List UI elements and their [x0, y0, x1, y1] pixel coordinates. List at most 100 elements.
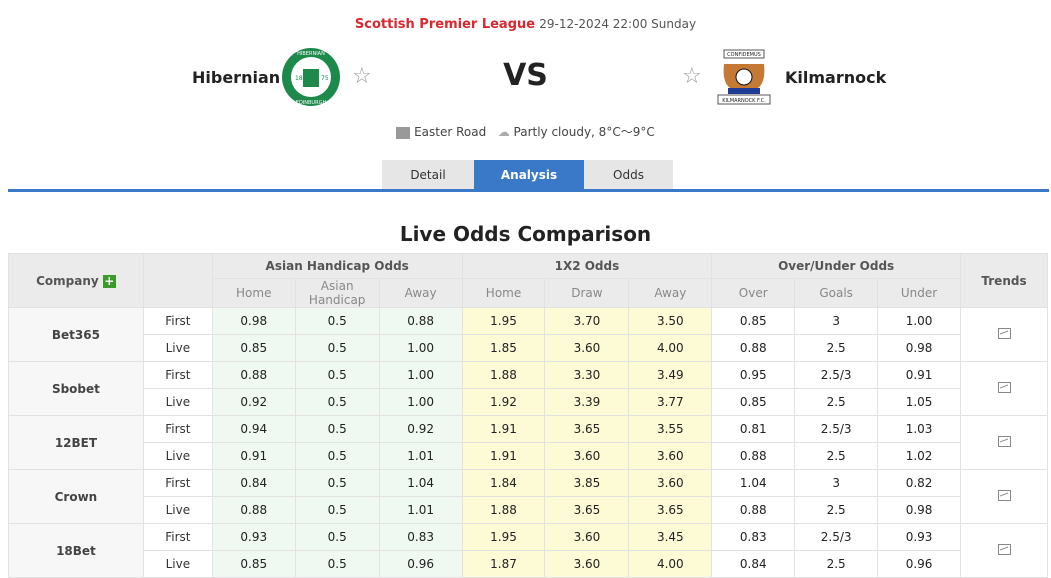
odds-cell: 3.65 — [628, 496, 713, 524]
table-row: Live 0.85 0.5 0.96 1.87 3.60 4.00 0.84 2.5 0.96 — [9, 550, 1048, 578]
odds-cell: 1.84 — [461, 469, 546, 497]
odds-cell: 3.77 — [628, 388, 713, 416]
table-row: Sbobet First 0.88 0.5 1.00 1.88 3.30 3.49 0.95 2.… — [8, 361, 1048, 416]
odds-cell: 2.5/3 — [794, 415, 879, 443]
odds-cell: 1.95 — [461, 523, 546, 551]
subheader: Draw — [544, 278, 630, 308]
odds-cell: 0.82 — [877, 469, 961, 497]
table-row: 18Bet First 0.93 0.5 0.83 1.95 3.60 3.45 0.83 2.5… — [8, 523, 1048, 578]
odds-cell: 0.85 — [711, 307, 796, 335]
home-team-name[interactable]: Hibernian — [192, 68, 281, 87]
table-row: 12BET First 0.94 0.5 0.92 1.91 3.65 3.55 0.81 2.5… — [8, 415, 1048, 470]
tab-detail[interactable]: Detail — [382, 160, 474, 190]
odds-cell: 3.70 — [544, 307, 630, 335]
company-name[interactable]: Sbobet — [8, 361, 144, 416]
odds-cell: 1.01 — [378, 496, 463, 524]
odds-cell: 0.88 — [211, 361, 296, 389]
company-name[interactable]: Crown — [8, 469, 144, 524]
odds-cell: 0.88 — [711, 442, 796, 470]
odds-cell: 3.60 — [628, 442, 713, 470]
table-row: Crown First 0.84 0.5 1.04 1.84 3.85 3.60 1.04 3 0.… — [8, 469, 1048, 524]
kilmarnock-badge-logo: CONFIDEMUS KILMARNOCK F.C. — [717, 49, 771, 105]
odds-cell: 1.05 — [877, 388, 961, 416]
odds-cell: 1.04 — [711, 469, 796, 497]
odds-cell: 2.5/3 — [794, 523, 879, 551]
odds-cell: 0.98 — [877, 334, 961, 362]
odds-cell: 1.88 — [461, 496, 546, 524]
odds-cell: 0.5 — [294, 523, 380, 551]
home-badge-top-text: HIBERNIAN — [297, 51, 325, 57]
odds-cell: 3 — [794, 469, 879, 497]
odds-type: First — [142, 415, 213, 443]
odds-type: Live — [142, 388, 213, 416]
odds-cell: 0.85 — [211, 334, 296, 362]
odds-cell: 0.92 — [378, 415, 463, 443]
odds-type: First — [142, 523, 213, 551]
company-name[interactable]: Bet365 — [8, 307, 144, 362]
trend-chart-icon[interactable] — [997, 489, 1011, 501]
tab-odds[interactable]: Odds — [584, 160, 673, 190]
odds-cell: 3.60 — [544, 550, 630, 578]
odds-cell: 1.91 — [461, 415, 546, 443]
league-name[interactable]: Scottish Premier League — [354, 17, 536, 32]
odds-cell: 0.83 — [711, 523, 796, 551]
odds-type: Live — [142, 496, 213, 524]
odds-cell: 4.00 — [628, 550, 713, 578]
odds-cell: 1.00 — [378, 388, 463, 416]
trend-chart-icon[interactable] — [997, 543, 1011, 555]
odds-cell: 0.5 — [294, 361, 380, 389]
odds-cell: 1.01 — [378, 442, 463, 470]
odds-type: First — [142, 469, 213, 497]
tab-bar: Detail Analysis Odds — [382, 160, 673, 190]
odds-cell: 3.65 — [544, 415, 630, 443]
favorite-home-star-icon[interactable]: ☆ — [352, 64, 372, 89]
odds-cell: 1.00 — [378, 361, 463, 389]
trend-chart-icon[interactable] — [997, 435, 1011, 447]
odds-cell: 0.96 — [378, 550, 463, 578]
odds-cell: 1.02 — [877, 442, 961, 470]
odds-cell: 2.5 — [794, 550, 879, 578]
odds-cell: 0.98 — [211, 307, 296, 335]
subheader: Under — [877, 278, 961, 308]
odds-cell: 1.00 — [378, 334, 463, 362]
away-badge-bottom-text: KILMARNOCK F.C. — [722, 98, 766, 104]
odds-cell: 1.03 — [877, 415, 961, 443]
company-name[interactable]: 12BET — [8, 415, 144, 470]
odds-cell: 0.91 — [877, 361, 961, 389]
odds-cell: 1.04 — [378, 469, 463, 497]
trend-chart-icon[interactable] — [997, 327, 1011, 339]
odds-cell: 0.88 — [711, 334, 796, 362]
odds-cell: 3.55 — [628, 415, 713, 443]
odds-cell: 1.95 — [461, 307, 546, 335]
trends-cell — [960, 307, 1048, 362]
trend-chart-icon[interactable] — [997, 381, 1011, 393]
odds-cell: 0.96 — [877, 550, 961, 578]
away-team-name[interactable]: Kilmarnock — [785, 68, 887, 87]
add-company-icon[interactable]: + — [102, 273, 116, 288]
odds-cell: 3.60 — [544, 523, 630, 551]
venue: Easter Road — [414, 125, 487, 139]
odds-type: Live — [142, 550, 213, 578]
odds-cell: 2.5 — [794, 496, 879, 524]
tab-analysis[interactable]: Analysis — [474, 160, 584, 190]
subheader: Away — [378, 278, 463, 308]
odds-cell: 3.60 — [628, 469, 713, 497]
table-row: Live 0.85 0.5 1.00 1.85 3.60 4.00 0.88 2.5 0.98 — [9, 334, 1048, 362]
trends-cell — [960, 361, 1048, 416]
table-row: Bet365 First 0.98 0.5 0.88 1.95 3.70 3.50 0.85 3 1… — [8, 307, 1048, 362]
company-name[interactable]: 18Bet — [8, 523, 144, 578]
type-header — [142, 253, 213, 308]
table-row: Live 0.88 0.5 1.01 1.88 3.65 3.65 0.88 2.5 0.98 — [9, 496, 1048, 524]
subheader: Goals — [794, 278, 879, 308]
odds-cell: 0.92 — [211, 388, 296, 416]
odds-cell: 0.88 — [378, 307, 463, 335]
odds-type: Live — [142, 334, 213, 362]
home-badge-left-text: 18 — [295, 75, 303, 82]
trends-cell — [960, 469, 1048, 524]
odds-cell: 2.5/3 — [794, 361, 879, 389]
company-header: Company + — [8, 253, 144, 308]
odds-cell: 4.00 — [628, 334, 713, 362]
favorite-away-star-icon[interactable]: ☆ — [682, 64, 702, 89]
weather: Partly cloudy, 8°C～9°C — [513, 125, 655, 139]
trends-cell — [960, 415, 1048, 470]
